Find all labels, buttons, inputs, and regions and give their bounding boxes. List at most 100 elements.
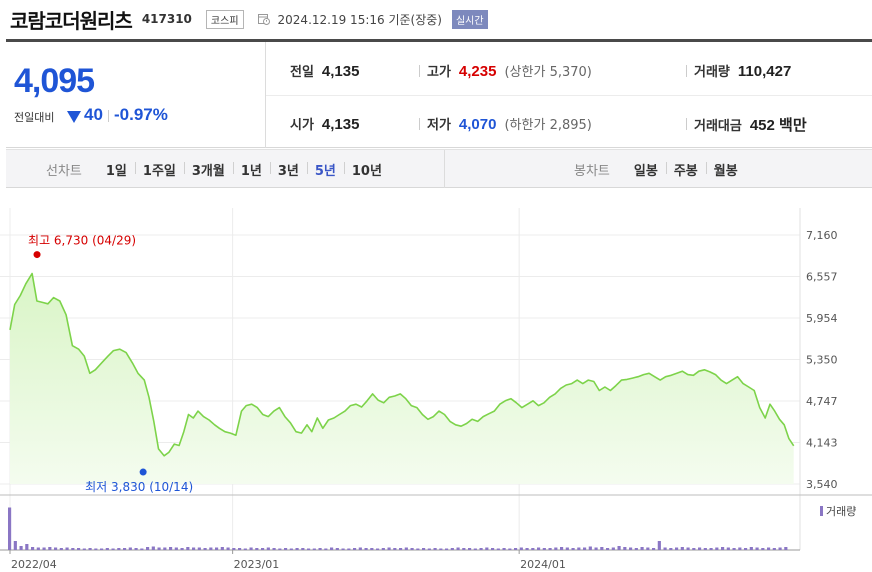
volume-bar xyxy=(353,548,357,550)
live-badge[interactable]: 실시간 xyxy=(451,9,488,29)
quote-row-divider xyxy=(266,95,872,96)
volume-bar xyxy=(13,541,17,550)
prev-close-cell: 전일 4,135 xyxy=(290,61,359,80)
volume-bar xyxy=(634,548,638,550)
current-price: 4,095 xyxy=(14,62,95,100)
volume-bar xyxy=(157,547,161,550)
volume-bar xyxy=(761,548,765,550)
max-point-marker xyxy=(33,251,41,259)
volume-bar xyxy=(594,547,598,550)
tab-1d[interactable]: 1일 xyxy=(105,163,127,179)
volume-bar xyxy=(772,548,776,550)
volume-bar xyxy=(663,547,667,550)
tab-5y[interactable]: 5년 xyxy=(306,160,344,179)
volume-bar xyxy=(560,547,564,550)
volume-bar xyxy=(738,547,742,550)
line-chart-tabs: 선차트 1일 1주일 3개월 1년 3년 5년 10년 xyxy=(46,150,390,188)
volume-bar xyxy=(358,547,362,550)
candle-chart-title: 봉차트 xyxy=(574,163,610,179)
volume-bar xyxy=(387,547,391,550)
volume-bar xyxy=(82,548,86,550)
volume-bar xyxy=(433,548,437,550)
volume-bar xyxy=(485,547,489,550)
tab-monthly[interactable]: 월봉 xyxy=(705,160,746,179)
open-value: 4,135 xyxy=(321,116,360,133)
volume-bar xyxy=(456,547,460,550)
tab-10y[interactable]: 10년 xyxy=(343,160,390,179)
volume-bar xyxy=(186,547,190,550)
volume-bar xyxy=(496,548,500,550)
volume-bar xyxy=(111,548,115,550)
volume-bar xyxy=(330,547,334,550)
lower-limit-value: 2,895 xyxy=(549,118,587,133)
tab-1w[interactable]: 1주일 xyxy=(134,160,184,179)
y-tick-label: 6,557 xyxy=(806,271,838,284)
volume-bar xyxy=(709,548,713,550)
price-chart[interactable]: 7,160 6,557 5,954 5,350 4,747 4,143 3,540 최고 6… xyxy=(0,188,872,572)
volume-bar xyxy=(445,548,449,550)
low-value: 4,070 xyxy=(458,116,497,133)
volume-bar xyxy=(680,547,684,550)
volume-bar xyxy=(347,548,351,550)
y-tick-label: 7,160 xyxy=(806,229,838,242)
volume-bar xyxy=(623,547,627,550)
volume-bar xyxy=(289,548,293,550)
volume-bar xyxy=(209,547,213,550)
volume-bar xyxy=(703,548,707,550)
tab-3m[interactable]: 3개월 xyxy=(183,160,233,179)
amount-number: 452 xyxy=(749,117,775,134)
volume-bar xyxy=(134,548,138,550)
volume-bar xyxy=(416,548,420,550)
stock-name: 코람코더원리츠 xyxy=(10,8,133,33)
min-point-marker xyxy=(139,468,147,476)
volume-bar xyxy=(410,548,414,550)
volume-bar xyxy=(295,548,299,550)
low-cell: 저가 4,070 (하한가 2,895) xyxy=(427,114,592,133)
volume-bar xyxy=(686,547,690,550)
quote-divider xyxy=(419,65,420,77)
max-annotation-label: 최고 6,730 (04/29) xyxy=(28,234,136,248)
volume-bar xyxy=(151,546,155,550)
volume-bar xyxy=(370,548,374,550)
volume-bar xyxy=(439,548,443,550)
volume-bar xyxy=(31,547,35,550)
volume-bar xyxy=(25,544,29,550)
tab-1y[interactable]: 1년 xyxy=(232,160,270,179)
volume-bar xyxy=(48,547,52,550)
volume-bar xyxy=(163,547,167,550)
quote-divider xyxy=(686,118,687,130)
volume-label: 거래량 xyxy=(694,65,730,80)
tab-daily[interactable]: 일봉 xyxy=(633,163,658,179)
tab-weekly[interactable]: 주봉 xyxy=(665,160,706,179)
lower-limit: (하한가 2,895) xyxy=(504,118,592,133)
volume-bar xyxy=(715,547,719,550)
volume-bar xyxy=(197,547,201,550)
volume-bar xyxy=(629,547,633,550)
chart-annotations: 최고 6,730 (04/29) 최저 3,830 (10/14) xyxy=(28,234,193,494)
tab-3y[interactable]: 3년 xyxy=(269,160,307,179)
stock-code: 417310 xyxy=(141,12,192,26)
amount-cell: 거래대금 452 백만 xyxy=(694,114,807,135)
volume-legend-label: 거래량 xyxy=(826,505,856,518)
volume-bar xyxy=(767,547,771,550)
lower-limit-label: 하한가 xyxy=(509,118,546,133)
volume-bar xyxy=(721,547,725,550)
quote-divider xyxy=(419,118,420,130)
volume-bar xyxy=(548,548,552,550)
y-tick-label: 4,143 xyxy=(806,437,838,450)
volume-bar xyxy=(778,547,782,550)
change-label: 전일대비 xyxy=(14,111,55,124)
volume-bar xyxy=(335,548,339,550)
volume-bar xyxy=(508,548,512,550)
upper-limit-label: 상한가 xyxy=(509,65,546,80)
volume-bar xyxy=(220,547,224,550)
volume-bar xyxy=(341,548,345,550)
volume-bar xyxy=(312,548,316,550)
volume-bar xyxy=(450,548,454,550)
volume-bar xyxy=(324,548,328,550)
stock-header: 코람코더원리츠 417310 코스피 2024.12.19 15:16 기준(장… xyxy=(10,4,488,34)
volume-bar xyxy=(669,548,673,550)
volume-bar xyxy=(542,548,546,550)
volume-bar xyxy=(726,547,730,550)
volume-bar xyxy=(531,548,535,550)
